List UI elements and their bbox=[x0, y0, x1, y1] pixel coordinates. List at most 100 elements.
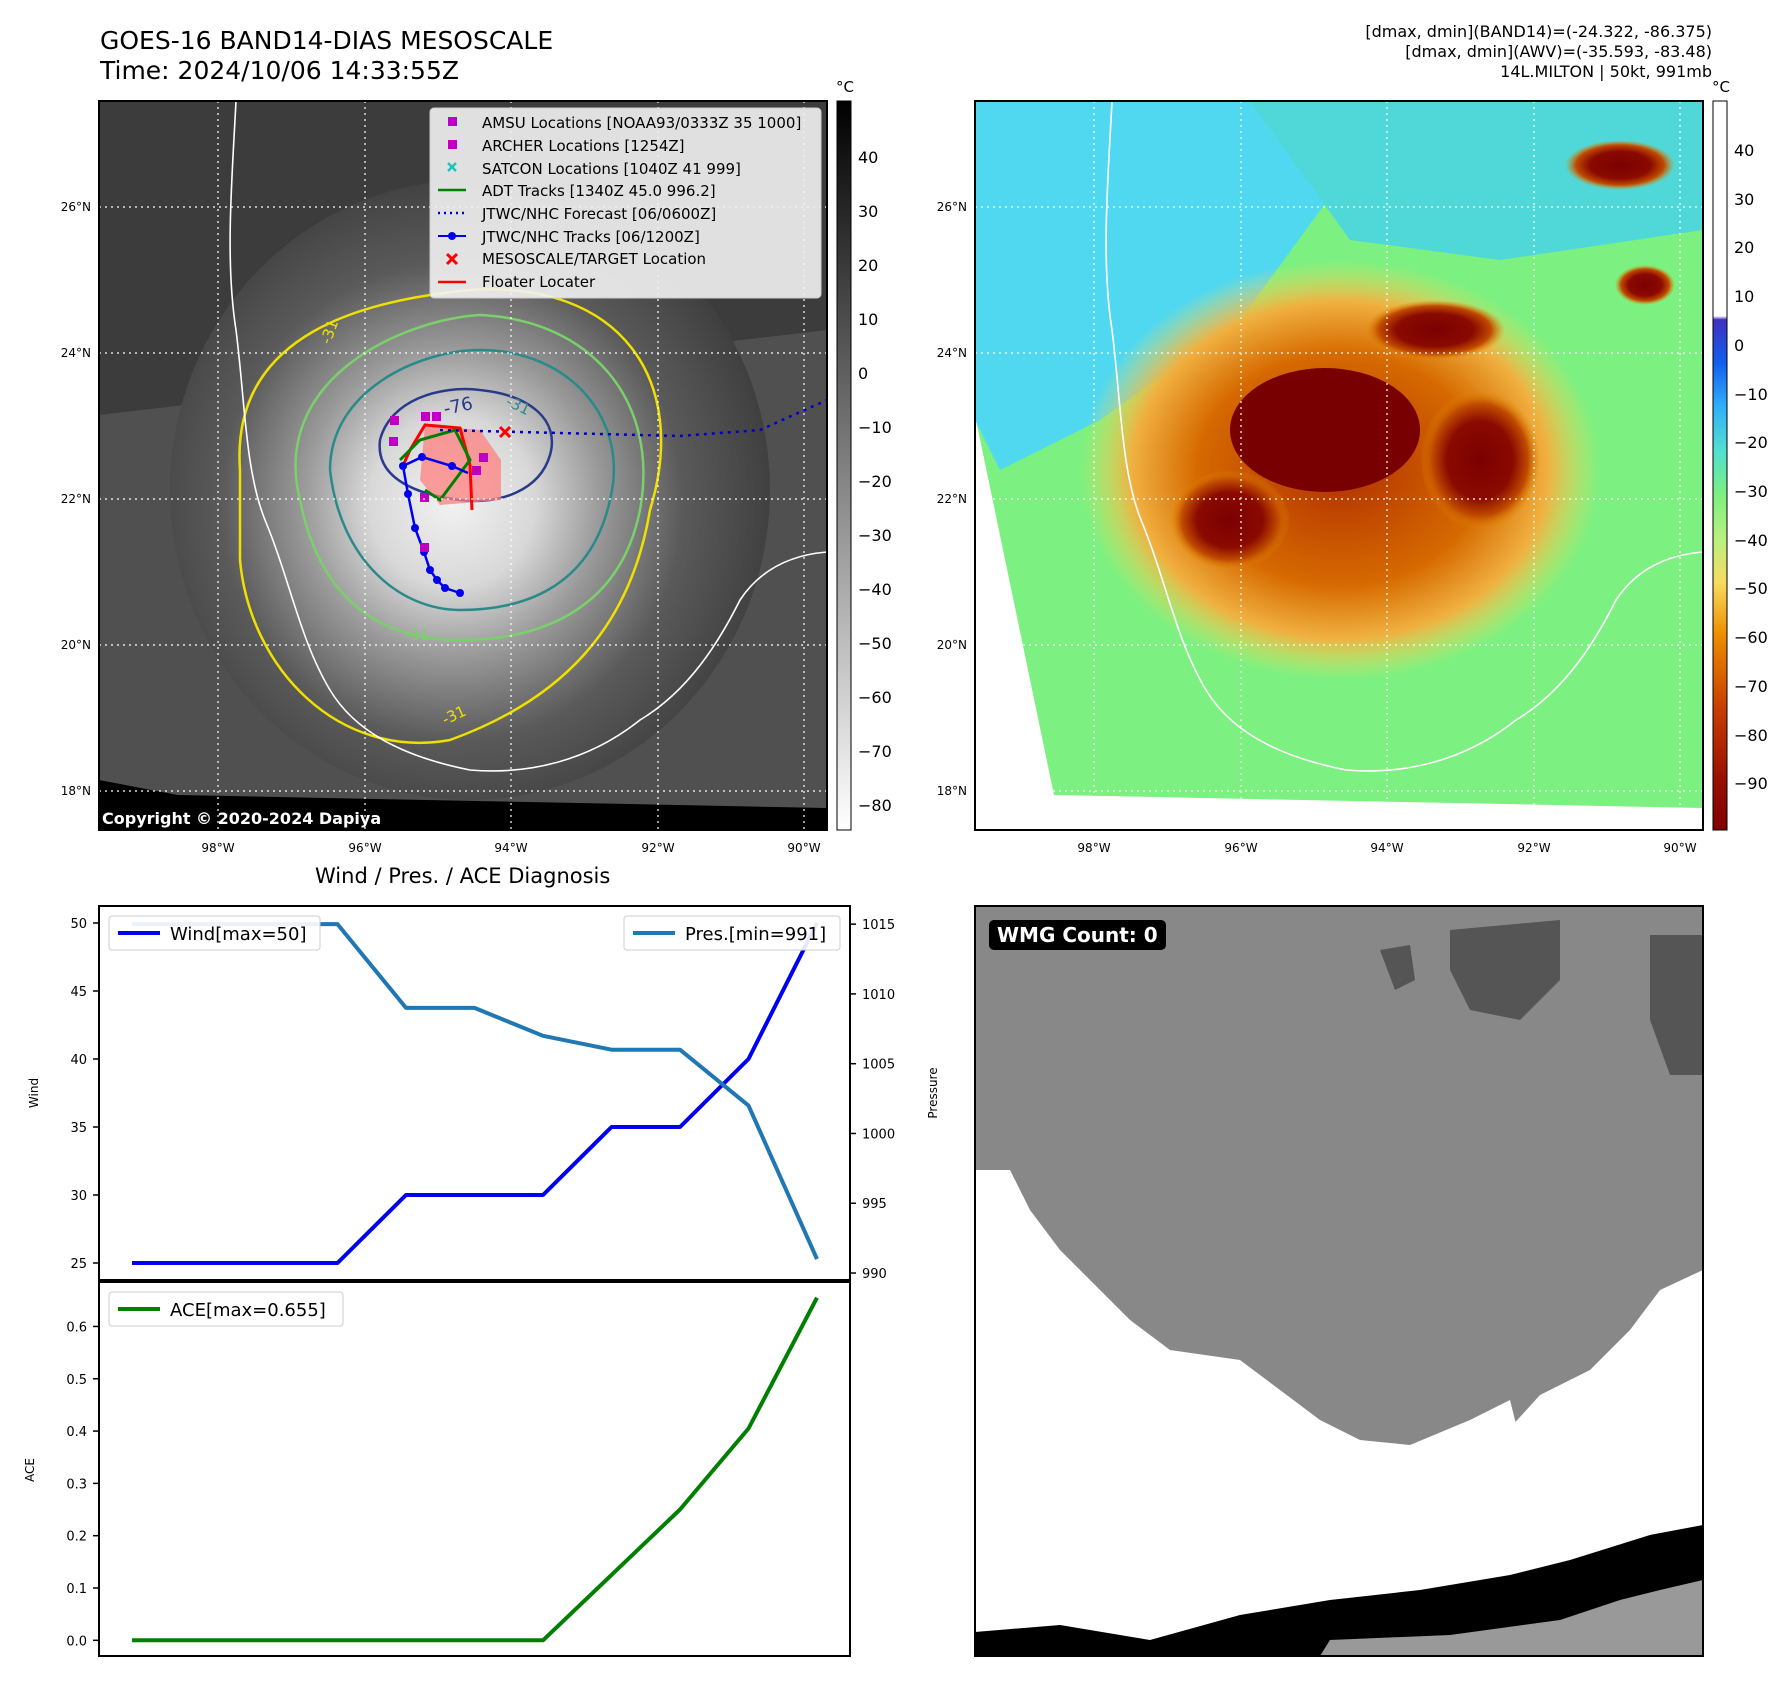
ace-axis-label: ACE bbox=[23, 1458, 37, 1482]
wind-legend-label: Wind[max=50] bbox=[170, 924, 307, 945]
pressure-legend-box bbox=[623, 915, 841, 951]
wind-tick-label: 25 bbox=[70, 1257, 87, 1272]
lat-label: 18°N bbox=[61, 784, 91, 798]
cyan-x-icon bbox=[447, 162, 457, 172]
cbar-tick: −80 bbox=[1734, 726, 1768, 745]
colorbar-ticks: 40 30 20 10 0 −10 −20 −30 −40 −50 −60 −7… bbox=[1734, 141, 1768, 793]
cold-cloud-cell-2 bbox=[1615, 265, 1675, 305]
colorbar-gray-ramp bbox=[836, 100, 852, 831]
cbar-tick: 40 bbox=[858, 148, 878, 167]
cbar-tick: −20 bbox=[858, 472, 892, 491]
lon-label: 90°W bbox=[1663, 841, 1696, 855]
cbar-tick: 30 bbox=[1734, 190, 1754, 209]
lat-label: 24°N bbox=[61, 346, 91, 360]
ace-y-ticks: 0.0 0.1 0.2 0.3 0.4 0.5 0.6 bbox=[66, 1320, 99, 1649]
ace-tick-label: 0.4 bbox=[66, 1425, 87, 1440]
colorbar-ticks: 40 30 20 10 0 −10 −20 −30 −40 −50 −60 −7… bbox=[858, 148, 892, 815]
pressure-tick-label: 990 bbox=[862, 1267, 887, 1282]
wind-axis-label: Wind bbox=[27, 1078, 41, 1108]
colorbar-unit: °C bbox=[836, 78, 854, 96]
band14-map: -76 -31 -31 -31 -31 bbox=[99, 101, 827, 830]
pressure-legend: Pres.[min=991] bbox=[623, 915, 841, 951]
wind-legend: Wind[max=50] bbox=[108, 915, 321, 951]
cbar-tick: −30 bbox=[1734, 482, 1768, 501]
copyright-notice: Copyright © 2020-2024 Dapiya bbox=[102, 809, 382, 828]
cbar-tick: 10 bbox=[858, 310, 878, 329]
colorbar-color-ramp bbox=[1712, 100, 1728, 831]
left-map-lat-labels: 26°N 24°N 22°N 20°N 18°N bbox=[61, 200, 91, 798]
cbar-tick: −70 bbox=[1734, 677, 1768, 696]
legend-label-tracks: JTWC/NHC Tracks [06/1200Z] bbox=[481, 228, 700, 246]
title-line-1: GOES-16 BAND14-DIAS MESOSCALE bbox=[100, 26, 554, 55]
storm-info: 14L.MILTON | 50kt, 991mb bbox=[1500, 62, 1712, 81]
stats-awv: [dmax, dmin](AWV)=(-35.593, -83.48) bbox=[1405, 42, 1712, 61]
lat-label: 24°N bbox=[937, 346, 967, 360]
legend-label-adt: ADT Tracks [1340Z 45.0 996.2] bbox=[482, 182, 716, 200]
wmg-dark-cell-2 bbox=[1650, 935, 1703, 1075]
ace-tick-label: 0.0 bbox=[66, 1634, 87, 1649]
wind-tick-label: 45 bbox=[70, 985, 87, 1000]
cbar-tick: −60 bbox=[858, 688, 892, 707]
wmg-count-badge: WMG Count: 0 bbox=[989, 920, 1166, 950]
ace-tick-label: 0.2 bbox=[66, 1530, 87, 1545]
lon-label: 90°W bbox=[787, 841, 820, 855]
ace-legend-label: ACE[max=0.655] bbox=[170, 1300, 326, 1321]
wind-line bbox=[132, 922, 819, 1265]
wind-tick-label: 35 bbox=[70, 1121, 87, 1136]
legend-label-target: MESOSCALE/TARGET Location bbox=[482, 250, 706, 268]
ace-axes bbox=[98, 1281, 851, 1657]
wind-tick-label: 30 bbox=[70, 1189, 87, 1204]
cold-cloud-band-2 bbox=[1420, 390, 1540, 530]
magenta-square-icon bbox=[448, 140, 457, 149]
ace-tick-label: 0.6 bbox=[66, 1320, 87, 1335]
pressure-y-ticks: 990 995 1000 1005 1010 1015 bbox=[850, 918, 895, 1282]
red-x-icon bbox=[445, 252, 459, 266]
lon-label: 98°W bbox=[201, 841, 234, 855]
wind-legend-box bbox=[108, 915, 321, 951]
blue-dot-line-icon bbox=[438, 232, 466, 240]
right-map-lon-labels: 98°W 96°W 94°W 92°W 90°W bbox=[1077, 841, 1696, 855]
legend-label-archer: ARCHER Locations [1254Z] bbox=[482, 137, 685, 155]
wmg-gray-band bbox=[1320, 1580, 1703, 1656]
wind-y-ticks: 25 30 35 40 45 50 bbox=[70, 917, 99, 1272]
cbar-tick: −70 bbox=[858, 742, 892, 761]
figure-title: GOES-16 BAND14-DIAS MESOSCALE Time: 2024… bbox=[100, 26, 553, 86]
wind-tick-label: 50 bbox=[70, 917, 87, 932]
pressure-tick-label: 995 bbox=[862, 1197, 887, 1212]
pressure-tick-label: 1000 bbox=[862, 1127, 895, 1142]
cbar-tick: −90 bbox=[1734, 774, 1768, 793]
lon-label: 96°W bbox=[1224, 841, 1257, 855]
archer-amsu-points bbox=[389, 412, 488, 552]
legend-box bbox=[429, 107, 822, 299]
cbar-tick: −10 bbox=[1734, 385, 1768, 404]
contour-green bbox=[294, 313, 645, 642]
clear-sky-north bbox=[1250, 101, 1703, 260]
cbar-tick: 30 bbox=[858, 202, 878, 221]
cbar-tick: −50 bbox=[858, 634, 892, 653]
title-line-2: Time: 2024/10/06 14:33:55Z bbox=[100, 56, 459, 85]
diagnosis-title: Wind / Pres. / ACE Diagnosis bbox=[315, 864, 611, 888]
lat-label: 18°N bbox=[937, 784, 967, 798]
cbar-tick: −60 bbox=[1734, 628, 1768, 647]
contour-label-4: -31 bbox=[405, 626, 430, 644]
lon-label: 96°W bbox=[348, 841, 381, 855]
legend-label-floater: Floater Locater bbox=[482, 273, 596, 291]
forecast-track bbox=[439, 398, 827, 438]
contour-teal bbox=[328, 348, 616, 612]
clear-sky-region bbox=[975, 101, 1400, 470]
cold-cloud-band-1 bbox=[1170, 470, 1290, 570]
cbar-tick: 0 bbox=[1734, 336, 1744, 355]
coastline bbox=[1105, 101, 1703, 772]
right-map-lat-labels: 26°N 24°N 22°N 20°N 18°N bbox=[937, 200, 967, 798]
lon-label: 92°W bbox=[1517, 841, 1550, 855]
awv-color-map bbox=[975, 101, 1703, 830]
wmg-panel bbox=[975, 906, 1703, 1656]
legend-label-forecast: JTWC/NHC Forecast [06/0600Z] bbox=[481, 205, 716, 223]
lat-label: 22°N bbox=[937, 492, 967, 506]
contour-yellow bbox=[238, 288, 663, 745]
legend-label-satcon: SATCON Locations [1040Z 41 999] bbox=[482, 160, 741, 178]
map-legend: AMSU Locations [NOAA93/0333Z 35 1000] AR… bbox=[429, 107, 822, 299]
cold-cloud-band-3 bbox=[1365, 300, 1505, 360]
adt-track bbox=[398, 428, 472, 503]
